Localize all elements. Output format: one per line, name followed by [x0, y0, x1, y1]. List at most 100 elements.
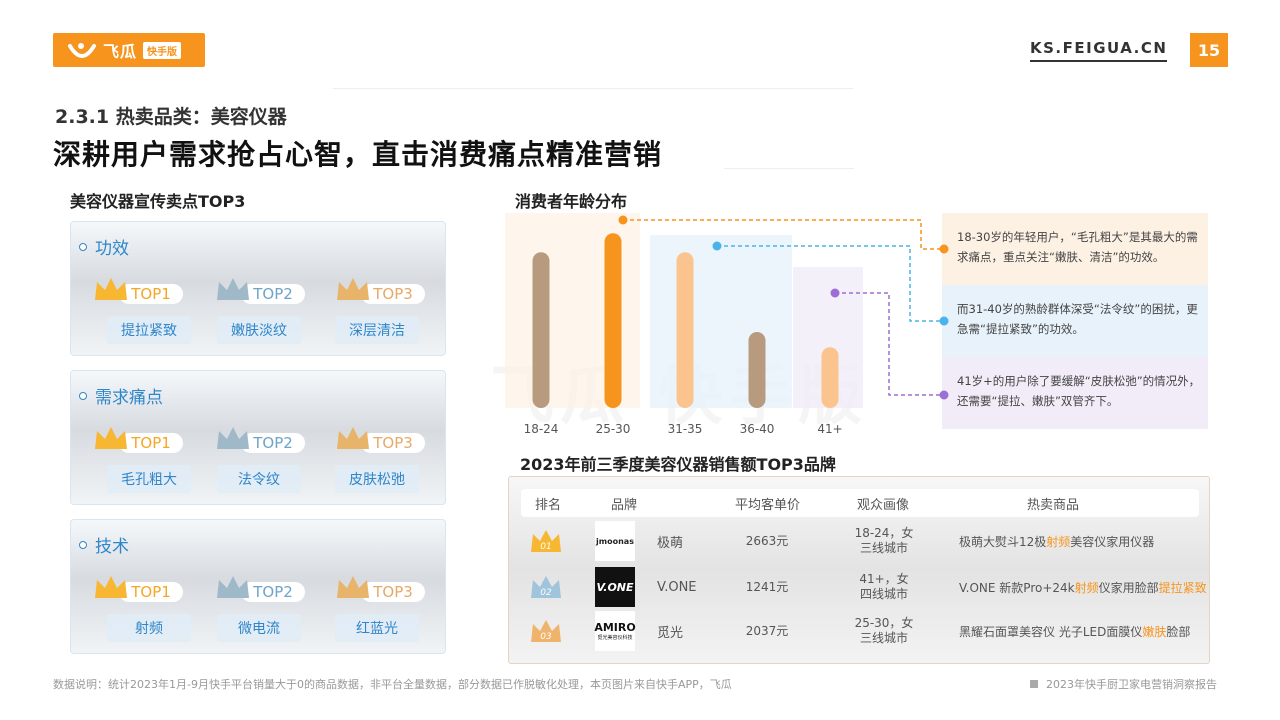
age-note: 18-30岁的年轻用户，“毛孔粗大”是其最大的需求痛点，重点关注“嫩肤、清洁”的… — [957, 230, 1198, 264]
hot-product: V.ONE 新款Pro+24k 射频 仪家用脸部 提拉紧致 — [959, 565, 1207, 609]
brand-logo-text: jmoonas — [596, 536, 634, 546]
brand-logo: jmoonas — [595, 521, 635, 561]
rank-label: TOP1 — [119, 284, 183, 304]
product-text: 脸部 — [1166, 624, 1191, 639]
audience-line: 三线城市 — [859, 541, 908, 555]
audience-line: 25-30，女 — [854, 616, 914, 630]
note-bg-young — [942, 213, 1208, 285]
bullet-icon — [79, 540, 87, 549]
square-icon — [1030, 680, 1038, 688]
age-note: 41岁+的用户除了要缓解“皮肤松弛”的情况外，还需要“提拉、嫩肤”双管齐下。 — [957, 374, 1201, 408]
brand-logo-text: V.ONE — [596, 580, 634, 594]
connector-line — [835, 292, 942, 396]
col-price: 平均客单价 — [735, 497, 801, 513]
product-text: V.ONE 新款Pro+24k — [959, 580, 1075, 595]
tick-label: 36-40 — [740, 422, 775, 436]
product-text: 美容仪家用仪器 — [1070, 534, 1155, 549]
brand-logo[interactable]: 飞瓜 快手版 — [53, 33, 205, 67]
selling-point-tag: 嫩肤淡纹 — [217, 316, 301, 344]
crown-icon — [337, 576, 369, 598]
average-price: 2663元 — [745, 533, 789, 548]
col-audience: 观众画像 — [857, 497, 910, 513]
tick-label: 18-24 — [524, 422, 559, 436]
bullet-icon — [79, 391, 87, 400]
data-note: 数据说明：统计2023年1月-9月快手平台销量大于0的商品数据，非平台全量数据，… — [53, 678, 732, 691]
melon-logo-icon — [68, 43, 96, 58]
rank-badge: TOP2 — [215, 427, 307, 453]
age-distribution-chart: 18-24 25-30 31-35 36-40 41+ — [505, 213, 1208, 436]
bar-36-40 — [748, 332, 766, 408]
brand-logo-subtext: 觅光美容仪科技 — [597, 635, 633, 641]
rank-crown-icon: 02 — [531, 576, 561, 598]
card-heading: 技术 — [79, 532, 129, 557]
rank-label: TOP1 — [119, 582, 183, 602]
rank-badge: TOP1 — [93, 278, 185, 304]
section-title: 2.3.1 热卖品类：美容仪器 — [55, 106, 287, 128]
rank-label: TOP2 — [241, 433, 305, 453]
age-chart-title: 消费者年龄分布 — [515, 192, 628, 211]
page-headline: 深耕用户需求抢占心智，直击消费痛点精准营销 — [53, 138, 663, 171]
audience-profile: 41+，女 四线城市 — [839, 565, 929, 609]
selling-point-tag: 皮肤松弛 — [335, 465, 419, 493]
rank-crown-icon: 03 — [531, 620, 561, 642]
selling-point-tag: 射频 — [107, 614, 191, 642]
report-name: 2023年快手厨卫家电营销洞察报告 — [1030, 676, 1217, 692]
table-header: 排名 品牌 平均客单价 观众画像 热卖商品 — [521, 489, 1199, 517]
bar-25-30 — [604, 233, 622, 408]
rank-label: TOP3 — [361, 284, 425, 304]
card-title: 技术 — [95, 537, 129, 557]
rank-crown-icon: 01 — [531, 530, 561, 552]
selling-point-card: 技术 TOP1 射频 TOP2 微电流 TOP3 红蓝光 — [70, 519, 446, 654]
selling-point-tag: 法令纹 — [217, 465, 301, 493]
product-keyword: 嫩肤 — [1142, 624, 1167, 639]
crown-icon — [337, 427, 369, 449]
rank-label: TOP1 — [119, 433, 183, 453]
average-price: 1241元 — [745, 579, 789, 594]
logo-text: 飞瓜 — [103, 42, 138, 61]
col-rank: 排名 — [535, 497, 562, 513]
connector-dot — [939, 244, 949, 254]
rank-badge: TOP3 — [335, 278, 427, 304]
audience-line: 三线城市 — [859, 631, 908, 645]
brands-table: 排名 品牌 平均客单价 观众画像 热卖商品 01 jmoonas 极萌 2663元 18… — [508, 476, 1210, 664]
bar-31-35 — [676, 252, 694, 408]
crown-icon — [337, 278, 369, 300]
age-note: 而31-40岁的熟龄群体深受“法令纹”的困扰，更急需“提拉紧致”的功效。 — [957, 302, 1198, 336]
audience-profile: 18-24，女 三线城市 — [839, 519, 929, 563]
rank-badge: TOP3 — [335, 427, 427, 453]
audience-line: 41+，女 — [859, 572, 909, 586]
card-title: 功效 — [95, 239, 129, 259]
rank-label: TOP2 — [241, 284, 305, 304]
rank-number: 01 — [540, 542, 551, 552]
audience-line: 四线城市 — [859, 587, 908, 601]
connector-line — [717, 245, 942, 322]
crown-icon — [95, 427, 127, 449]
bullet-icon — [79, 242, 87, 251]
table-row: 02 V.ONE V.ONE 1241元 41+，女 四线城市 V.ONE 新款Pro+24… — [509, 565, 1209, 609]
product-keyword: 射频 — [1074, 580, 1099, 595]
logo-badge: 快手版 — [143, 41, 182, 59]
rank-label: TOP3 — [361, 582, 425, 602]
connector-line — [623, 219, 942, 250]
brand-name: 觅光 — [657, 625, 684, 641]
connector-dot — [618, 215, 628, 225]
connector-dot — [939, 316, 949, 326]
selling-point-tag: 毛孔粗大 — [107, 465, 191, 493]
brand-logo: V.ONE — [595, 567, 635, 607]
selling-point-tag: 红蓝光 — [335, 614, 419, 642]
site-url[interactable]: KS.FEIGUA.CN — [1030, 39, 1168, 62]
rank-number: 02 — [540, 588, 552, 598]
connector-dot — [939, 390, 949, 400]
product-text: 极萌大熨斗12极 — [959, 534, 1047, 549]
brand-logo: AMIRO 觅光美容仪科技 — [594, 611, 636, 651]
selling-point-tag: 微电流 — [217, 614, 301, 642]
note-bg-old — [942, 357, 1208, 429]
audience-line: 18-24，女 — [854, 526, 914, 540]
selling-point-card: 功效 TOP1 提拉紧致 TOP2 嫩肤淡纹 TOP3 深层清洁 — [70, 221, 446, 356]
tick-label: 41+ — [817, 422, 842, 436]
col-product: 热卖商品 — [1027, 497, 1080, 513]
rank-badge: TOP2 — [215, 576, 307, 602]
zone-31-40 — [650, 235, 792, 408]
hot-product: 极萌大熨斗12极 射频 美容仪家用仪器 — [959, 519, 1207, 563]
hot-product: 黑耀石面罩美容仪 光子LED面膜仪 嫩肤 脸部 — [959, 609, 1207, 653]
